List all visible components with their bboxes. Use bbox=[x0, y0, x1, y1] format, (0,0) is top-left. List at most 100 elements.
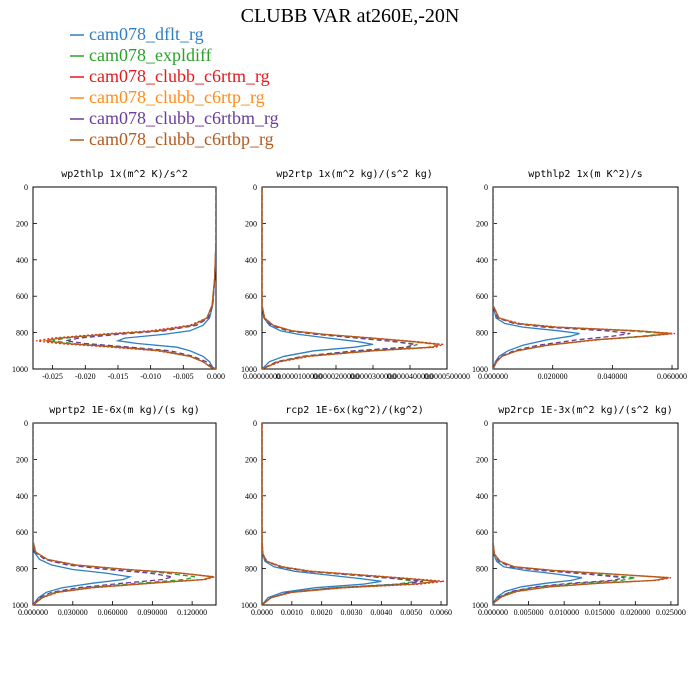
y-tick-label: 200 bbox=[245, 455, 257, 464]
x-tick-label: 0.0010 bbox=[281, 608, 303, 617]
series-line-6 bbox=[493, 187, 673, 369]
y-tick-label: 600 bbox=[476, 528, 488, 537]
legend-label: cam078_clubb_c6rtm_rg bbox=[89, 66, 270, 86]
series-line-5 bbox=[493, 187, 631, 369]
panel-1: wp2thlp 1x(m^2 K)/s^2 0 200 400 600 800 1000 -0… bbox=[12, 169, 225, 381]
series-line-6 bbox=[262, 423, 439, 605]
y-tick-label: 800 bbox=[16, 329, 28, 338]
x-tick-label: 0.090000 bbox=[137, 608, 167, 617]
y-tick-label: 400 bbox=[476, 256, 488, 265]
x-tick-label: -0.015 bbox=[108, 372, 129, 381]
y-tick-label: 800 bbox=[16, 565, 28, 574]
legend-entry: cam078_clubb_c6rtbm_rg bbox=[70, 108, 279, 128]
x-tick-label: 0.040000 bbox=[597, 372, 627, 381]
x-tick-label: -0.005 bbox=[173, 372, 194, 381]
legend-label: cam078_dflt_rg bbox=[89, 24, 204, 44]
y-tick-label: 1000 bbox=[12, 601, 28, 610]
y-tick-label: 1000 bbox=[472, 601, 488, 610]
x-tick-label: 0.0040 bbox=[370, 608, 392, 617]
x-tick-label: 0.00000000 bbox=[243, 372, 281, 381]
y-tick-label: 600 bbox=[476, 292, 488, 301]
legend-label: cam078_clubb_c6rtbp_rg bbox=[89, 129, 274, 149]
y-tick-label: 0 bbox=[484, 183, 488, 192]
x-tick-label: 0.0060 bbox=[430, 608, 452, 617]
legend-label: cam078_clubb_c6rtp_rg bbox=[89, 87, 265, 107]
x-tick-label: 0.020000 bbox=[620, 608, 650, 617]
x-tick-label: 0.060000 bbox=[657, 372, 687, 381]
x-tick-label: 0.000000 bbox=[18, 608, 48, 617]
panel-title: rcp2 1E-6x(kg^2)/(kg^2) bbox=[285, 405, 423, 416]
x-tick-label: 0.010000 bbox=[549, 608, 579, 617]
y-tick-label: 600 bbox=[16, 292, 28, 301]
x-tick-label: 0.0000200000 bbox=[313, 372, 359, 381]
legend-label: cam078_clubb_c6rtbm_rg bbox=[89, 108, 279, 128]
x-tick-label: 0.0000400000 bbox=[387, 372, 433, 381]
panel-title: wprtp2 1E-6x(m kg)/(s kg) bbox=[49, 405, 200, 416]
legend: cam078_dflt_rgcam078_expldiffcam078_club… bbox=[70, 24, 279, 149]
legend-entry: cam078_dflt_rg bbox=[70, 24, 204, 44]
y-tick-label: 800 bbox=[476, 565, 488, 574]
series-line-6 bbox=[33, 423, 214, 605]
y-tick-label: 200 bbox=[476, 219, 488, 228]
panel-4: wprtp2 1E-6x(m kg)/(s kg) 0 200 400 600 800 10… bbox=[12, 405, 217, 617]
y-tick-label: 600 bbox=[245, 528, 257, 537]
y-tick-label: 200 bbox=[245, 219, 257, 228]
plot-frame bbox=[32, 186, 217, 370]
y-tick-label: 1000 bbox=[241, 601, 257, 610]
y-tick-label: 400 bbox=[245, 492, 257, 501]
y-tick-label: 200 bbox=[16, 219, 28, 228]
panel-title: wp2thlp 1x(m^2 K)/s^2 bbox=[61, 169, 187, 180]
x-tick-label: 0.000000 bbox=[478, 372, 508, 381]
y-tick-label: 0 bbox=[253, 419, 257, 428]
x-tick-label: 0.0050 bbox=[400, 608, 422, 617]
panels: wp2thlp 1x(m^2 K)/s^2 0 200 400 600 800 1000 -0… bbox=[12, 169, 687, 617]
legend-entry: cam078_clubb_c6rtbp_rg bbox=[70, 129, 274, 149]
x-tick-label: -0.010 bbox=[140, 372, 161, 381]
y-tick-label: 0 bbox=[253, 183, 257, 192]
x-tick-label: 0.000000 bbox=[478, 608, 508, 617]
x-tick-label: 0.0000 bbox=[251, 608, 273, 617]
y-tick-label: 1000 bbox=[241, 365, 257, 374]
panel-5: rcp2 1E-6x(kg^2)/(kg^2) 0 200 400 600 800 1000… bbox=[241, 405, 452, 617]
legend-entry: cam078_expldiff bbox=[70, 45, 212, 65]
y-tick-label: 800 bbox=[245, 329, 257, 338]
y-tick-label: 1000 bbox=[12, 365, 28, 374]
y-tick-label: 0 bbox=[484, 419, 488, 428]
y-tick-label: 0 bbox=[24, 183, 28, 192]
y-tick-label: 600 bbox=[245, 292, 257, 301]
panel-2: wp2rtp 1x(m^2 kg)/(s^2 kg) 0 200 400 600 800 1… bbox=[241, 169, 470, 381]
panel-title: wp2rcp 1E-3x(m^2 kg)/(s^2 kg) bbox=[498, 405, 673, 416]
x-tick-label: 0.030000 bbox=[58, 608, 88, 617]
series-line-6 bbox=[262, 187, 440, 369]
x-tick-label: -0.025 bbox=[42, 372, 63, 381]
legend-entry: cam078_clubb_c6rtp_rg bbox=[70, 87, 265, 107]
x-tick-label: 0.060000 bbox=[98, 608, 128, 617]
y-tick-label: 800 bbox=[245, 565, 257, 574]
x-tick-label: 0.000 bbox=[207, 372, 225, 381]
y-tick-label: 400 bbox=[476, 492, 488, 501]
x-tick-label: 0.005000 bbox=[514, 608, 544, 617]
x-tick-label: 0.020000 bbox=[538, 372, 568, 381]
panel-6: wp2rcp 1E-3x(m^2 kg)/(s^2 kg) 0 200 400 600 8… bbox=[472, 405, 686, 617]
x-tick-label: 0.0000300000 bbox=[350, 372, 396, 381]
x-tick-label: 0.025000 bbox=[656, 608, 686, 617]
y-tick-label: 200 bbox=[476, 455, 488, 464]
legend-label: cam078_expldiff bbox=[89, 45, 212, 65]
x-tick-label: 0.0020 bbox=[311, 608, 333, 617]
y-tick-label: 800 bbox=[476, 329, 488, 338]
x-tick-label: 0.120000 bbox=[177, 608, 207, 617]
series-line-6 bbox=[493, 423, 669, 605]
y-tick-label: 400 bbox=[245, 256, 257, 265]
y-tick-label: 200 bbox=[16, 455, 28, 464]
y-tick-label: 1000 bbox=[472, 365, 488, 374]
y-tick-label: 400 bbox=[16, 256, 28, 265]
x-tick-label: 0.0000100000 bbox=[276, 372, 322, 381]
y-tick-label: 400 bbox=[16, 492, 28, 501]
series-line-6 bbox=[45, 187, 216, 369]
y-tick-label: 0 bbox=[24, 419, 28, 428]
panel-title: wp2rtp 1x(m^2 kg)/(s^2 kg) bbox=[276, 169, 433, 180]
x-tick-label: 0.0000500000 bbox=[424, 372, 470, 381]
legend-entry: cam078_clubb_c6rtm_rg bbox=[70, 66, 270, 86]
x-tick-label: 0.015000 bbox=[585, 608, 615, 617]
